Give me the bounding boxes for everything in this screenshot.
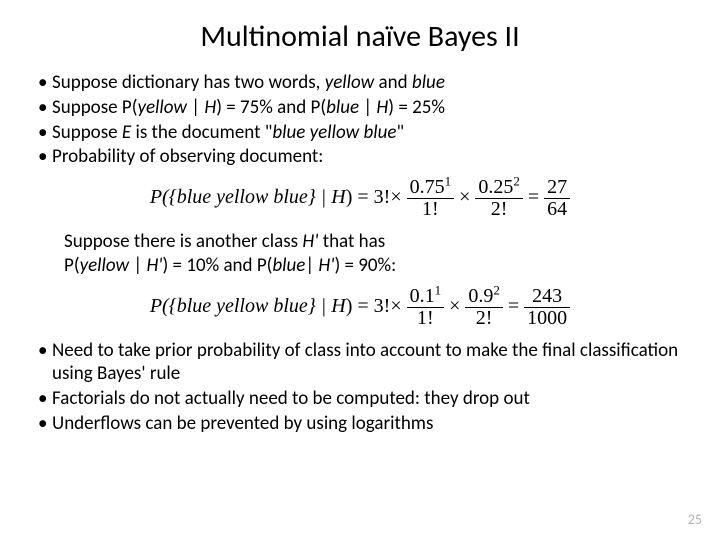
middle-text: Suppose there is another class H' that h… bbox=[38, 230, 682, 278]
bullet-2: Suppose P(yellow | H) = 75% and P(blue |… bbox=[38, 96, 682, 120]
bullet-b2: Factorials do not actually need to be co… bbox=[38, 387, 682, 411]
formula-1: P({blue yellow blue} | H) = 3!× 0.7511! … bbox=[38, 177, 682, 220]
formula-2: P({blue yellow blue} | H) = 3!× 0.111! ×… bbox=[38, 286, 682, 329]
page-number: 25 bbox=[688, 511, 702, 528]
slide: Multinomial naïve Bayes II Suppose dicti… bbox=[0, 0, 720, 540]
bullet-4: Probability of observing document: bbox=[38, 145, 682, 169]
bullet-b1: Need to take prior probability of class … bbox=[38, 339, 682, 387]
bullet-1: Suppose dictionary has two words, yellow… bbox=[38, 71, 682, 95]
content-block: Suppose dictionary has two words, yellow… bbox=[0, 63, 720, 436]
slide-title: Multinomial naïve Bayes II bbox=[0, 0, 720, 63]
bullet-3: Suppose E is the document "blue yellow b… bbox=[38, 121, 682, 145]
bullet-b3: Underflows can be prevented by using log… bbox=[38, 412, 682, 436]
bullet-list-1: Suppose dictionary has two words, yellow… bbox=[38, 71, 682, 169]
bullet-list-2: Need to take prior probability of class … bbox=[38, 339, 682, 436]
